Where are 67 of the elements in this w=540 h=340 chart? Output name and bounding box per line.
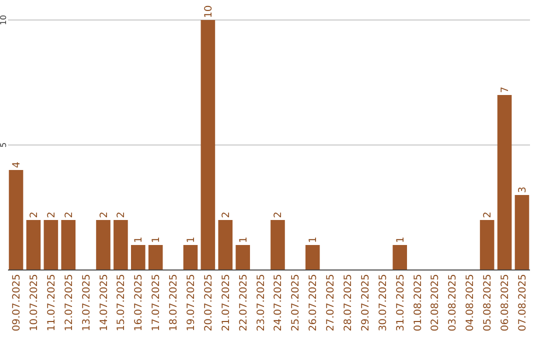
data-label: 1 — [134, 236, 145, 243]
bar — [44, 220, 58, 270]
x-tick-label: 05.08.2025 — [482, 274, 494, 332]
x-tick-label: 31.07.2025 — [395, 274, 406, 332]
bar — [183, 245, 198, 270]
bar — [114, 220, 128, 270]
x-tick-label: 07.08.2025 — [517, 274, 528, 332]
x-tick-label: 04.08.2025 — [465, 274, 476, 332]
data-label: 2 — [116, 212, 128, 218]
x-tick-label: 18.07.2025 — [168, 274, 180, 332]
bar — [148, 245, 163, 270]
x-tick-label: 27.07.2025 — [326, 274, 337, 332]
data-label: 10 — [203, 5, 214, 18]
bar — [236, 245, 250, 270]
data-label: 3 — [517, 186, 528, 193]
data-label: 1 — [186, 236, 197, 243]
data-label: 2 — [64, 212, 75, 218]
bar — [392, 245, 407, 270]
x-tick-label: 11.07.2025 — [46, 274, 58, 332]
data-label: 2 — [46, 212, 58, 218]
x-tick-label: 24.07.2025 — [273, 274, 284, 332]
data-label: 2 — [28, 212, 40, 218]
x-tick-label: 20.07.2025 — [203, 274, 214, 332]
bar — [270, 220, 285, 270]
x-tick-label: 01.08.2025 — [412, 274, 424, 332]
data-label: 4 — [12, 162, 23, 168]
data-label: 2 — [482, 212, 494, 218]
data-label: 1 — [151, 236, 162, 243]
x-tick-label: 25.07.2025 — [290, 274, 302, 332]
bar — [200, 20, 216, 270]
x-tick-label: 14.07.2025 — [98, 274, 110, 332]
bar — [480, 220, 494, 270]
x-tick-label: 06.08.2025 — [500, 274, 512, 332]
y-tick-label: 5 — [0, 142, 8, 148]
bar — [497, 95, 512, 270]
x-tick-label: 13.07.2025 — [81, 274, 92, 332]
x-tick-label: 21.07.2025 — [220, 274, 232, 332]
x-tick-label: 03.08.2025 — [448, 274, 459, 332]
x-tick-label: 16.07.2025 — [134, 274, 145, 332]
x-tick-label: 29.07.2025 — [360, 274, 372, 332]
x-tick-label: 19.07.2025 — [186, 274, 197, 332]
data-label: 1 — [238, 236, 250, 243]
bar — [26, 220, 41, 270]
bar — [305, 245, 320, 270]
data-label: 1 — [308, 236, 320, 243]
x-tick-label: 22.07.2025 — [238, 274, 250, 332]
bar — [96, 220, 110, 270]
x-tick-label: 12.07.2025 — [64, 274, 75, 332]
bar — [514, 195, 530, 270]
x-tick-label: 15.07.2025 — [116, 274, 128, 332]
x-tick-label: 10.07.2025 — [28, 274, 40, 332]
x-tick-label: 17.07.2025 — [151, 274, 162, 332]
bar — [131, 245, 146, 270]
x-tick-label: 23.07.2025 — [256, 274, 267, 332]
bar — [61, 220, 76, 270]
x-tick-label: 30.07.2025 — [378, 274, 389, 332]
bar — [8, 170, 24, 270]
x-tick-label: 02.08.2025 — [430, 274, 442, 332]
data-label: 1 — [395, 236, 406, 243]
data-label: 2 — [220, 212, 232, 218]
x-tick-label: 28.07.2025 — [343, 274, 354, 332]
x-tick-label: 09.07.2025 — [12, 274, 23, 332]
data-label: 7 — [500, 86, 512, 93]
data-label: 2 — [273, 212, 284, 218]
x-tick-label: 26.07.2025 — [308, 274, 320, 332]
data-label: 2 — [98, 212, 110, 218]
bar — [218, 220, 233, 270]
